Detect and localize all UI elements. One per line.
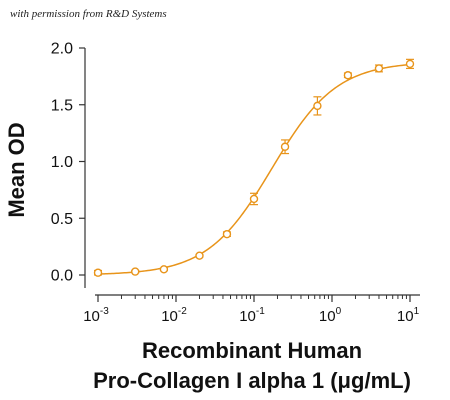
y-axis-title: Mean OD bbox=[4, 122, 29, 217]
x-tick-label: 10-3 bbox=[83, 306, 109, 325]
x-tick-label-base: 10 bbox=[239, 308, 256, 325]
data-point bbox=[195, 251, 204, 260]
data-point-group bbox=[222, 229, 232, 239]
x-tick-label: 10-2 bbox=[161, 306, 187, 325]
data-point-group bbox=[195, 251, 204, 260]
data-point bbox=[280, 142, 290, 151]
x-axis-title-line1: Recombinant Human bbox=[142, 338, 362, 363]
x-tick-label-exponent: -1 bbox=[256, 306, 265, 317]
data-point-group bbox=[280, 139, 290, 155]
data-point bbox=[131, 267, 140, 276]
y-tick-label: 1.5 bbox=[51, 97, 73, 114]
x-tick-label-base: 10 bbox=[83, 308, 100, 325]
x-tick-label-exponent: -2 bbox=[178, 306, 187, 317]
x-axis-title-line2: Pro-Collagen I alpha 1 (μg/mL) bbox=[93, 368, 411, 393]
y-tick-label: 2.0 bbox=[51, 41, 73, 58]
data-point bbox=[313, 101, 322, 111]
data-point-group bbox=[93, 268, 103, 277]
data-point bbox=[159, 265, 169, 274]
x-tick-label: 10-1 bbox=[239, 306, 265, 325]
data-point-group bbox=[159, 265, 169, 274]
x-tick-label: 100 bbox=[319, 306, 342, 325]
x-tick-label-base: 10 bbox=[319, 308, 336, 325]
data-point-group bbox=[131, 267, 140, 276]
data-point bbox=[374, 64, 384, 73]
y-tick-label: 0.5 bbox=[51, 211, 73, 228]
data-point bbox=[343, 71, 353, 80]
data-point-group bbox=[313, 96, 322, 116]
x-axis-ticks: 10-3 10-2 10-1 100 101 bbox=[83, 295, 420, 325]
x-tick-label-base: 10 bbox=[397, 308, 414, 325]
x-tick-label-exponent: 1 bbox=[414, 306, 420, 317]
x-tick-label-exponent: 0 bbox=[336, 306, 342, 317]
y-tick-label: 1.0 bbox=[51, 154, 73, 171]
data-point bbox=[93, 268, 103, 277]
data-point-group bbox=[374, 64, 384, 73]
x-tick-label: 101 bbox=[397, 306, 420, 325]
x-tick-label-exponent: -3 bbox=[100, 306, 109, 317]
y-tick-label: 0.0 bbox=[51, 268, 73, 285]
fit-curve bbox=[97, 63, 411, 275]
watermark-text: with permission from R&D Systems bbox=[10, 8, 167, 20]
x-tick-label-base: 10 bbox=[161, 308, 178, 325]
data-point bbox=[249, 194, 259, 204]
data-point-group bbox=[405, 58, 415, 70]
data-point bbox=[405, 59, 415, 69]
data-point-group bbox=[343, 71, 353, 80]
data-points bbox=[93, 58, 415, 277]
y-axis-ticks: 0.0 0.5 1.0 1.5 2.0 bbox=[51, 41, 85, 285]
data-point-group bbox=[249, 192, 259, 206]
data-point bbox=[222, 229, 232, 239]
